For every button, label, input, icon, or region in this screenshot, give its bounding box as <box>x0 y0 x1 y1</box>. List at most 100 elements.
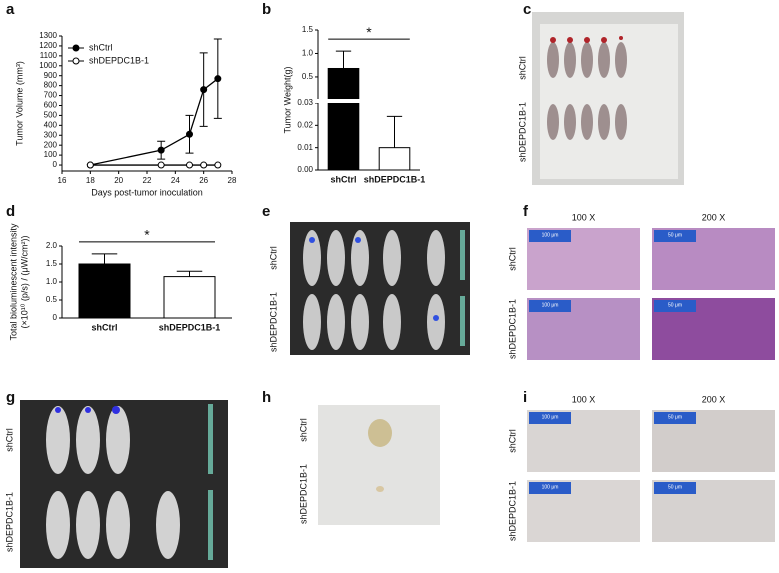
scale-bar <box>654 300 696 312</box>
panel-letter: b <box>262 1 271 18</box>
y-axis-label: Total bioluminescent intensity <box>8 223 18 341</box>
marker <box>186 130 193 138</box>
scale-bar-label: 50 μm <box>668 484 682 490</box>
y-tick-label: 2.0 <box>46 241 58 250</box>
significance: * <box>144 227 150 243</box>
photo-e: shCtrl shDEPDC1B-1 <box>268 222 470 355</box>
x-tick-label: 28 <box>228 176 237 185</box>
group-label: shDEPDC1B-1 <box>268 292 278 352</box>
x-tick-label: shDEPDC1B-1 <box>364 174 426 184</box>
series-line <box>90 78 219 166</box>
scale-bar-label: 100 μm <box>542 302 559 308</box>
y-tick-label: 800 <box>44 81 58 90</box>
magnification: 200 X <box>702 394 726 404</box>
bar <box>327 67 360 171</box>
error-bar <box>176 270 203 277</box>
y-axis-label: Tumor Volume (mm³) <box>14 61 24 146</box>
y-tick-label: 0.03 <box>297 98 313 107</box>
x-tick-label: shCtrl <box>91 322 117 332</box>
y-tick-label: 0.00 <box>297 165 313 174</box>
y-tick-label: 0.02 <box>297 120 313 129</box>
panel-letter: f <box>523 203 529 220</box>
board <box>540 24 678 179</box>
error-bar <box>91 253 118 264</box>
error-bar <box>335 50 352 69</box>
x-tick-label: 22 <box>143 176 152 185</box>
y-tick-label: 1.0 <box>302 49 314 58</box>
group-label: shCtrl <box>507 429 517 453</box>
group-label: shDEPDC1B-1 <box>298 464 308 524</box>
group-label: shCtrl <box>507 247 517 271</box>
scale-bar-label: 50 μm <box>668 302 682 308</box>
y-tick-label: 1.0 <box>46 277 58 286</box>
y-tick-label: 200 <box>44 140 58 149</box>
legend-label: shCtrl <box>89 42 113 52</box>
x-axis-label: Days post-tumor inoculation <box>91 187 203 197</box>
group-label: shDEPDC1B-1 <box>507 299 517 359</box>
magnification: 200 X <box>702 212 726 222</box>
y-tick-label: 0.01 <box>297 143 313 152</box>
marker <box>186 161 193 169</box>
x-tick-label: shDEPDC1B-1 <box>159 322 221 332</box>
axis-break <box>314 99 416 103</box>
panel-letter: d <box>6 203 15 220</box>
marker <box>157 146 165 154</box>
y-tick-label: 100 <box>44 150 58 159</box>
y-tick-label: 300 <box>44 130 58 139</box>
panel-letter: e <box>262 203 270 220</box>
group-label: shCtrl <box>4 428 14 452</box>
x-tick-label: shCtrl <box>330 174 356 184</box>
scale-bar <box>529 412 571 424</box>
mice <box>547 42 627 140</box>
significance: * <box>366 24 372 40</box>
y-tick-label: 500 <box>44 111 58 120</box>
y-tick-label: 0.5 <box>46 295 58 304</box>
y-tick-label: 600 <box>44 101 58 110</box>
y-tick-label: 1200 <box>39 41 57 50</box>
panel-letter: i <box>523 389 527 406</box>
scale-bar-label: 50 μm <box>668 232 682 238</box>
y-axis-label: (×10¹⁰ (p/s) / (μW/cm²)) <box>19 235 29 328</box>
scale-bar-label: 100 μm <box>542 232 559 238</box>
legend-label: shDEPDC1B-1 <box>89 55 149 65</box>
y-tick-label: 0.5 <box>302 72 314 81</box>
y-tick-label: 1000 <box>39 61 57 70</box>
marker <box>200 86 208 94</box>
scale-bar-label: 50 μm <box>668 414 682 420</box>
marker <box>86 161 94 169</box>
marker <box>214 161 222 169</box>
bar <box>378 147 411 171</box>
photo-h: shCtrl shDEPDC1B-1 <box>298 405 440 525</box>
scale-bar <box>654 230 696 242</box>
panel-letter: h <box>262 389 271 406</box>
bar <box>78 263 131 319</box>
scale-bar <box>654 412 696 424</box>
y-tick-label: 400 <box>44 120 58 129</box>
x-tick-label: 18 <box>86 176 95 185</box>
x-tick-label: 24 <box>171 176 180 185</box>
group-label: shDEPDC1B-1 <box>4 492 14 552</box>
scale-bar <box>529 300 571 312</box>
panel-letter: a <box>6 1 15 18</box>
group-label: shCtrl <box>517 56 527 80</box>
y-tick-label: 700 <box>44 91 58 100</box>
x-tick-label: 16 <box>58 176 67 185</box>
y-tick-label: 1.5 <box>46 259 58 268</box>
y-tick-label: 0 <box>53 313 58 322</box>
photo-g: shCtrl shDEPDC1B-1 <box>4 400 228 568</box>
error-bar <box>386 115 403 148</box>
y-tick-label: 1300 <box>39 31 57 40</box>
legend-marker <box>72 57 80 65</box>
scale-bar <box>654 482 696 494</box>
scale-bar <box>529 230 571 242</box>
panel-letter: c <box>523 1 531 18</box>
group-label: shCtrl <box>298 418 308 442</box>
marker <box>157 161 165 169</box>
x-tick-label: 20 <box>114 176 123 185</box>
group-label: shDEPDC1B-1 <box>517 102 527 162</box>
group-label: shCtrl <box>268 246 278 270</box>
scale-bar-label: 100 μm <box>542 484 559 490</box>
y-tick-label: 1100 <box>40 51 58 60</box>
magnification: 100 X <box>572 212 596 222</box>
